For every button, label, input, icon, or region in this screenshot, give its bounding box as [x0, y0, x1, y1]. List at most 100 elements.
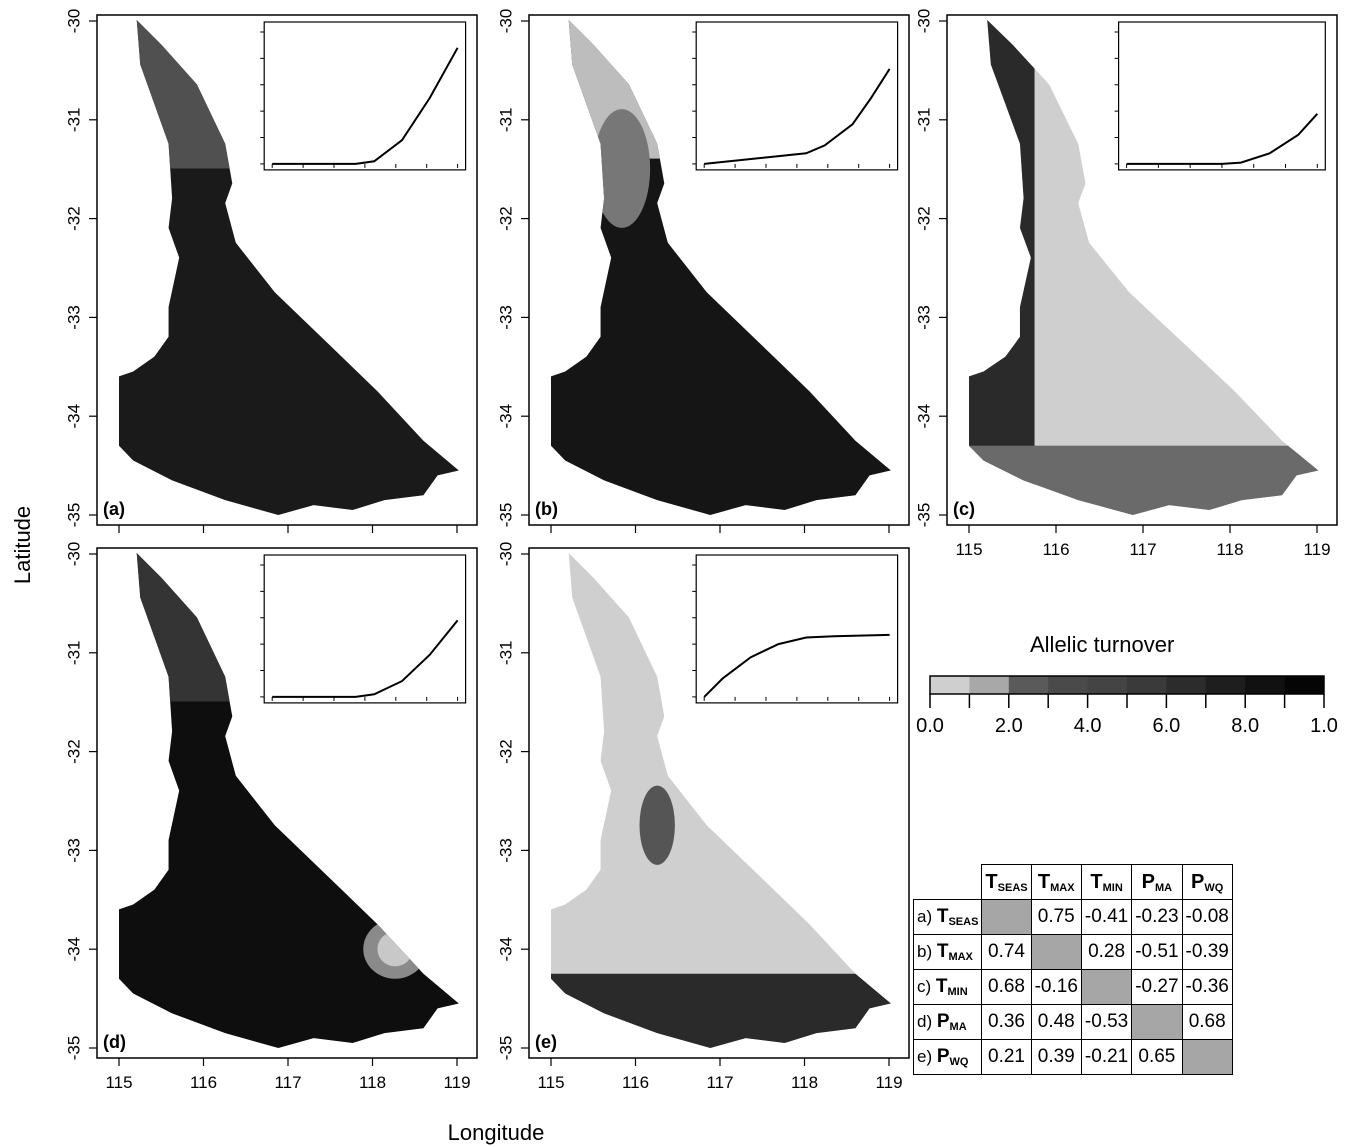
row-header: b) TMAX — [912, 934, 983, 970]
y-tick-label: -35 — [496, 1036, 515, 1061]
y-tick-label: -35 — [496, 503, 515, 528]
y-tick-label: -33 — [64, 305, 83, 330]
y-tick-label: -34 — [914, 404, 933, 429]
column-header: PMA — [1131, 864, 1183, 900]
legend-swatch — [1127, 676, 1167, 694]
y-tick-label: -33 — [496, 305, 515, 330]
inset-curve-line — [1126, 113, 1319, 165]
map-panel-a: (a) -30 -31 -32 -33 -34 -35 — [64, 9, 478, 533]
panel-label: (a) — [103, 499, 125, 519]
row-header: c) TMIN — [912, 969, 983, 1005]
legend-swatch — [1048, 676, 1089, 694]
table-cell: -0.27 — [1131, 969, 1183, 1005]
legend-swatch — [1166, 676, 1207, 694]
diagonal-cell — [1080, 969, 1133, 1005]
diagonal-cell — [1181, 1039, 1233, 1075]
y-tick-label: -30 — [64, 542, 83, 567]
y-tick-label: -32 — [496, 739, 515, 764]
table-row: d) PMA 0.36 0.48 -0.53 0.68 — [912, 1004, 1233, 1040]
y-tick-label: -35 — [64, 1036, 83, 1061]
x-tick-label: 115 — [105, 1073, 132, 1092]
y-tick-label: -34 — [496, 404, 515, 429]
y-tick-label: -32 — [64, 739, 83, 764]
table-cell: 0.68 — [981, 969, 1032, 1005]
y-tick-label: -32 — [496, 206, 515, 231]
legend-swatch — [1245, 676, 1286, 694]
table-cell: -0.41 — [1080, 899, 1133, 935]
y-axis-label: Latitude — [10, 506, 35, 584]
y-tick-label: -34 — [64, 937, 83, 962]
table-header-row: TSEAS TMAX TMIN PMA PWQ — [913, 864, 1233, 900]
inset-curve-line — [272, 619, 459, 698]
table-cell: -0.36 — [1181, 969, 1233, 1005]
x-tick-label: 119 — [875, 1073, 902, 1092]
table-cell: 0.21 — [981, 1039, 1032, 1075]
y-tick-label: -30 — [64, 9, 83, 34]
column-header: TMAX — [1030, 864, 1082, 900]
y-tick-label: -30 — [496, 9, 515, 34]
x-tick-label: 118 — [359, 1073, 386, 1092]
table-row: e) PWQ 0.21 0.39 -0.21 0.65 — [912, 1039, 1233, 1075]
legend-swatch — [1284, 676, 1325, 694]
x-tick-label: 117 — [274, 1073, 301, 1092]
table-cell: 0.48 — [1030, 1004, 1082, 1040]
legend-tick-label: 8.0 — [1231, 715, 1259, 737]
legend-swatch — [1087, 676, 1128, 694]
panel-label: (b) — [535, 499, 558, 519]
x-tick-label: 117 — [1129, 540, 1156, 559]
legend-title: Allelic turnover — [1030, 632, 1175, 657]
table-corner — [913, 864, 983, 900]
table-cell: -0.08 — [1181, 899, 1233, 935]
legend-tick-label: 4.0 — [1074, 715, 1102, 737]
table-cell: 0.28 — [1080, 934, 1133, 970]
correlation-table: TSEAS TMAX TMIN PMA PWQ a) TSEAS 0.75 -0.41 -0.… — [912, 864, 1233, 1075]
column-header: PWQ — [1181, 864, 1233, 900]
table-cell: -0.16 — [1030, 969, 1082, 1005]
panel-label: (d) — [103, 1032, 126, 1052]
y-tick-label: -30 — [496, 542, 515, 567]
y-tick-label: -33 — [64, 838, 83, 863]
map-panel-e: (e) -30 -31 -32 -33 -34 -35 115 116 117 118 119 — [496, 542, 910, 1092]
x-tick-label: 116 — [1042, 540, 1069, 559]
column-header: TMIN — [1080, 864, 1133, 900]
diagonal-cell — [1131, 1004, 1183, 1040]
y-tick-label: -31 — [64, 108, 83, 133]
legend-swatch — [969, 676, 1010, 694]
legend-tick-label: 2.0 — [995, 715, 1023, 737]
legend-tick-label: 6.0 — [1152, 715, 1180, 737]
table-cell: 0.36 — [981, 1004, 1032, 1040]
y-tick-label: -33 — [914, 305, 933, 330]
legend-swatch — [1008, 676, 1049, 694]
legend-tick-label: 1.0 — [1310, 715, 1338, 737]
inset-turnover-curve — [260, 21, 467, 171]
y-tick-label: -32 — [914, 206, 933, 231]
x-tick-label: 116 — [622, 1073, 649, 1092]
y-tick-label: -30 — [914, 9, 933, 34]
table-cell: -0.21 — [1080, 1039, 1133, 1075]
y-tick-label: -31 — [496, 108, 515, 133]
inset-curve-line — [703, 633, 890, 698]
map-panel-b: (b) -30 -31 -32 -33 -34 -35 — [496, 9, 910, 533]
inset-turnover-curve — [692, 21, 899, 171]
table-cell: -0.51 — [1131, 934, 1183, 970]
y-tick-label: -31 — [64, 641, 83, 666]
x-tick-label: 115 — [537, 1073, 564, 1092]
x-tick-label: 119 — [443, 1073, 470, 1092]
table-cell: 0.65 — [1131, 1039, 1183, 1075]
legend-tick-label: 0.0 — [916, 715, 944, 737]
y-tick-label: -35 — [64, 503, 83, 528]
x-tick-label: 116 — [190, 1073, 217, 1092]
legend-swatch — [1205, 676, 1246, 694]
legend-swatch — [930, 676, 970, 694]
column-header: TSEAS — [981, 864, 1032, 900]
map-panel-d: (d) -30 -31 -32 -33 -34 -35 115 116 117 118 119 — [64, 542, 478, 1092]
table-row: a) TSEAS 0.75 -0.41 -0.23 -0.08 — [912, 899, 1233, 935]
y-tick-label: -33 — [496, 838, 515, 863]
y-tick-label: -32 — [64, 206, 83, 231]
table-cell: -0.23 — [1131, 899, 1183, 935]
x-axis-label: Longitude — [448, 1120, 545, 1145]
x-tick-label: 118 — [1216, 540, 1243, 559]
table-cell: -0.39 — [1181, 934, 1233, 970]
inset-turnover-curve — [260, 554, 467, 704]
panel-label: (e) — [535, 1032, 557, 1052]
